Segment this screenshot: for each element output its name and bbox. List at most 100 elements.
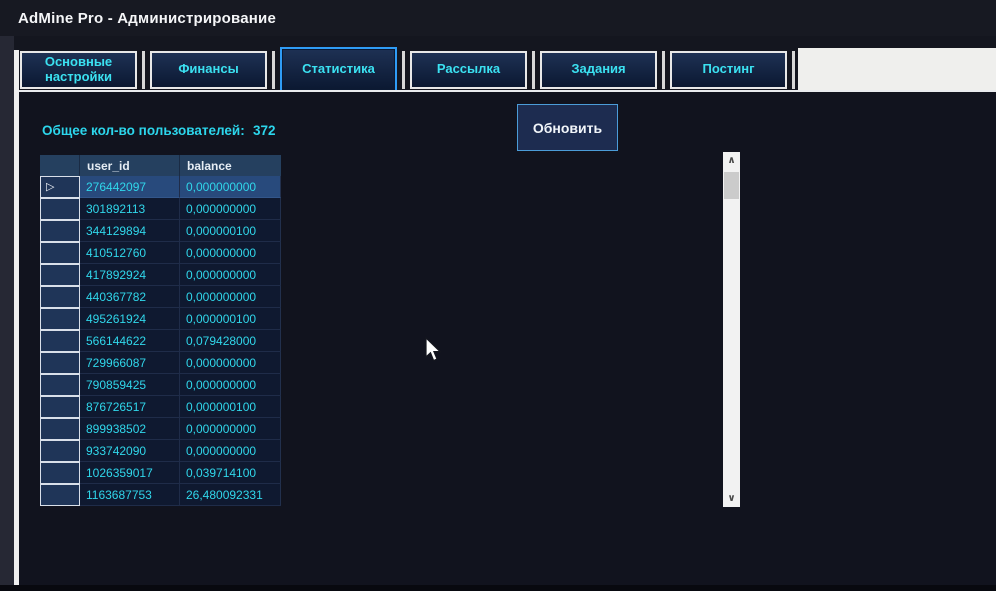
tab-separator: [532, 50, 535, 89]
table-row[interactable]: ▷ 301892113 0,000000000: [40, 198, 281, 220]
row-header-cell[interactable]: ▷: [40, 198, 80, 220]
tab-button[interactable]: Основные настройки: [20, 50, 137, 89]
user-id-cell[interactable]: 440367782: [80, 286, 180, 308]
table-row[interactable]: ▷ 1163687753 26,480092331: [40, 484, 281, 506]
table-row[interactable]: ▷ 1026359017 0,039714100: [40, 462, 281, 484]
grid-body: ▷ 276442097 0,000000000 ▷ 301892113 0,00…: [40, 176, 281, 506]
balance-cell[interactable]: 0,079428000: [180, 330, 281, 352]
total-users-value: 372: [253, 123, 276, 138]
user-id-cell[interactable]: 790859425: [80, 374, 180, 396]
row-header-cell[interactable]: ▷: [40, 418, 80, 440]
scroll-up-icon[interactable]: ∧: [727, 155, 736, 166]
row-header-cell[interactable]: ▷: [40, 308, 80, 330]
title-bar: AdMine Pro - Администрирование: [0, 0, 996, 36]
table-row[interactable]: ▷ 417892924 0,000000000: [40, 264, 281, 286]
total-users-label: Общее кол-во пользователей:: [42, 123, 245, 138]
tab-button[interactable]: Постинг: [670, 50, 787, 89]
window-left-edge: [0, 36, 14, 585]
tab-separator: [142, 50, 145, 89]
table-row[interactable]: ▷ 729966087 0,000000000: [40, 352, 281, 374]
column-header-user-id[interactable]: user_id: [80, 155, 180, 176]
current-row-indicator-icon: ▷: [46, 180, 55, 193]
users-balance-grid: user_id balance ▷ 276442097 0,000000000: [40, 155, 281, 506]
balance-cell[interactable]: 0,000000000: [180, 418, 281, 440]
tab-button[interactable]: Финансы: [150, 50, 267, 89]
row-header-cell[interactable]: ▷: [40, 220, 80, 242]
balance-cell[interactable]: 0,000000000: [180, 198, 281, 220]
balance-cell[interactable]: 0,000000000: [180, 440, 281, 462]
tab-separator: [792, 50, 795, 89]
user-id-cell[interactable]: 729966087: [80, 352, 180, 374]
row-header-cell[interactable]: ▷: [40, 440, 80, 462]
table-row[interactable]: ▷ 410512760 0,000000000: [40, 242, 281, 264]
user-id-cell[interactable]: 933742090: [80, 440, 180, 462]
row-header-cell[interactable]: ▷: [40, 242, 80, 264]
user-id-cell[interactable]: 301892113: [80, 198, 180, 220]
row-header-cell[interactable]: ▷: [40, 462, 80, 484]
tab-control-left-border: [14, 50, 19, 585]
row-header-cell[interactable]: ▷: [40, 286, 80, 308]
user-id-cell[interactable]: 410512760: [80, 242, 180, 264]
tab-strip-filler: [798, 48, 996, 90]
row-header-cell[interactable]: ▷: [40, 176, 80, 198]
table-row[interactable]: ▷ 790859425 0,000000000: [40, 374, 281, 396]
user-id-cell[interactable]: 344129894: [80, 220, 180, 242]
tab-label: Основные настройки: [44, 53, 113, 84]
refresh-button[interactable]: Обновить: [517, 104, 618, 151]
row-header-cell[interactable]: ▷: [40, 352, 80, 374]
table-row[interactable]: ▷ 344129894 0,000000100: [40, 220, 281, 242]
vertical-scrollbar[interactable]: ∧ ∨: [723, 152, 740, 507]
user-id-cell[interactable]: 566144622: [80, 330, 180, 352]
user-id-cell[interactable]: 899938502: [80, 418, 180, 440]
scroll-down-icon[interactable]: ∨: [727, 493, 736, 504]
user-id-cell[interactable]: 1163687753: [80, 484, 180, 506]
balance-cell[interactable]: 0,000000000: [180, 352, 281, 374]
table-row[interactable]: ▷ 899938502 0,000000000: [40, 418, 281, 440]
row-header-cell[interactable]: ▷: [40, 396, 80, 418]
row-header-cell[interactable]: ▷: [40, 484, 80, 506]
table-row[interactable]: ▷ 440367782 0,000000000: [40, 286, 281, 308]
grid-corner-cell: [40, 155, 80, 176]
scrollbar-thumb[interactable]: [724, 172, 739, 199]
balance-cell[interactable]: 0,000000000: [180, 176, 281, 198]
user-id-cell[interactable]: 1026359017: [80, 462, 180, 484]
tab-label: Задания: [571, 61, 626, 77]
grid-header-row: user_id balance: [40, 155, 281, 176]
row-header-cell[interactable]: ▷: [40, 330, 80, 352]
table-row[interactable]: ▷ 566144622 0,079428000: [40, 330, 281, 352]
balance-cell[interactable]: 0,000000100: [180, 396, 281, 418]
table-row[interactable]: ▷ 933742090 0,000000000: [40, 440, 281, 462]
column-header-balance[interactable]: balance: [180, 155, 281, 176]
window-title: AdMine Pro - Администрирование: [18, 9, 277, 27]
tab-button[interactable]: Задания: [540, 50, 657, 89]
balance-cell[interactable]: 0,000000000: [180, 286, 281, 308]
balance-cell[interactable]: 0,039714100: [180, 462, 281, 484]
tab-separator: [402, 50, 405, 89]
tab-separator: [272, 50, 275, 89]
tab-separator: [662, 50, 665, 89]
tab-label: Рассылка: [436, 61, 501, 77]
balance-cell[interactable]: 0,000000100: [180, 220, 281, 242]
user-id-cell[interactable]: 876726517: [80, 396, 180, 418]
balance-cell[interactable]: 0,000000000: [180, 242, 281, 264]
row-header-cell[interactable]: ▷: [40, 264, 80, 286]
tab-button[interactable]: Статистика: [280, 47, 397, 92]
balance-cell[interactable]: 0,000000100: [180, 308, 281, 330]
row-header-cell[interactable]: ▷: [40, 374, 80, 396]
table-row[interactable]: ▷ 876726517 0,000000100: [40, 396, 281, 418]
window-bottom-edge: [0, 585, 996, 591]
table-row[interactable]: ▷ 276442097 0,000000000: [40, 176, 281, 198]
user-id-cell[interactable]: 495261924: [80, 308, 180, 330]
tab-label: Статистика: [302, 61, 375, 77]
user-id-cell[interactable]: 276442097: [80, 176, 180, 198]
tab-label: Финансы: [178, 61, 239, 77]
balance-cell[interactable]: 0,000000000: [180, 374, 281, 396]
tab-label: Постинг: [702, 61, 755, 77]
table-row[interactable]: ▷ 495261924 0,000000100: [40, 308, 281, 330]
user-id-cell[interactable]: 417892924: [80, 264, 180, 286]
balance-cell[interactable]: 0,000000000: [180, 264, 281, 286]
tab-button[interactable]: Рассылка: [410, 50, 527, 89]
statistics-tab-page: Общее кол-во пользователей: 372 Обновить…: [19, 90, 996, 585]
balance-cell[interactable]: 26,480092331: [180, 484, 281, 506]
